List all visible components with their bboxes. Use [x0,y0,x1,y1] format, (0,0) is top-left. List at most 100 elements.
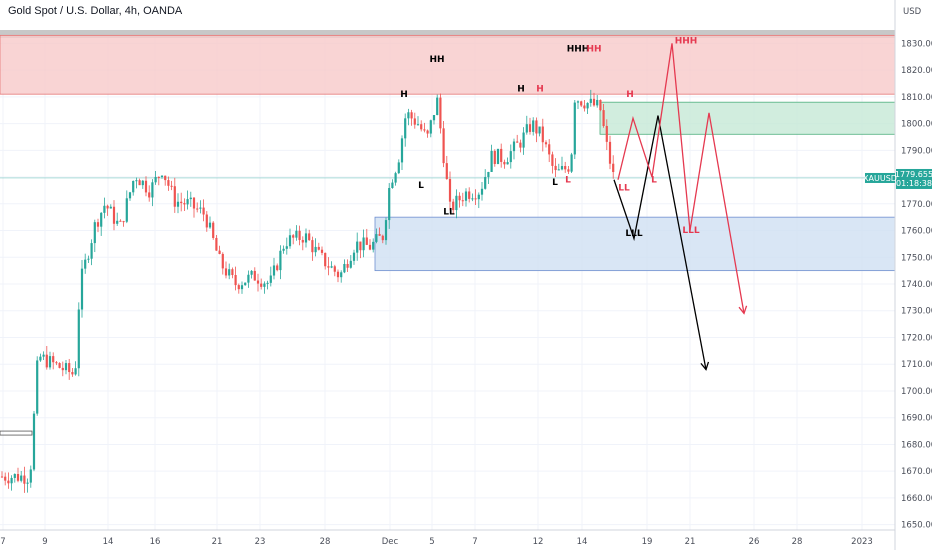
candle-body [503,161,506,165]
candle-body [228,269,231,276]
candle-body [164,175,167,181]
candle-body [487,171,490,178]
candle-body [480,188,484,195]
candle-body [285,246,288,249]
y-tick-label: 1660.000 [901,494,932,504]
candle-body [439,97,442,129]
swing-label: L [565,175,571,185]
candle-body [80,268,84,310]
candle-body [218,250,221,254]
candle-body [432,115,436,121]
time-axis[interactable]: 7 9 14 16 21 23 28 Dec 5 7 12 14 19 21 26 28 2023 [0,529,895,547]
swing-label: LLL [625,229,642,239]
candle-body [282,248,285,251]
candle-body [288,235,292,247]
y-tick-label: 1760.000 [901,227,932,237]
candle-body [23,475,26,484]
candle-body [154,176,157,183]
left-range-box [0,430,33,436]
swing-label: H [626,90,634,100]
candle-body [173,186,176,207]
candle-body [541,126,544,143]
swing-label: H [517,84,525,94]
currency-label: USD [903,7,922,17]
candle-body [509,151,512,163]
candle-body [599,99,602,111]
candle-body [442,128,445,164]
candle-body [362,237,365,251]
candle-body [32,413,36,470]
candle-body [135,180,138,182]
candle-body [84,259,87,269]
candle-body [314,246,317,253]
candle-body [461,200,464,202]
candle-body [458,195,461,201]
swing-label: HH [586,44,601,54]
price-axis[interactable]: 1650.000 1660.000 1670.000 1680.000 1690.000… [863,0,932,550]
candle-body [535,120,538,134]
candle-body [311,240,314,253]
candle-body [103,205,106,213]
price-badge [896,168,932,189]
candle-body [250,270,253,275]
candle-body [132,180,135,193]
chart-title: Gold Spot / U.S. Dollar, 4h, OANDA [8,5,183,17]
x-tick-label: 28 [320,537,331,547]
candle-body [356,241,359,253]
candle-body [240,285,244,290]
candle-body [272,265,276,276]
y-tick-label: 1800.000 [901,120,932,130]
candle-body [583,105,586,109]
swing-label: H [400,90,408,100]
candle-body [493,150,496,164]
black-projection [613,115,707,370]
candle-body [567,169,570,172]
candle-body [263,283,266,287]
candle-body [512,141,516,152]
candle-body [564,166,567,170]
x-tick-label: 5 [429,537,434,547]
candle-body [308,233,311,241]
candle-body [125,198,128,222]
candle-body [61,367,64,371]
candle-body [455,195,458,211]
x-tick-label: 9 [42,537,47,547]
swing-label: LL [618,183,630,193]
candle-body [39,356,42,361]
candle-body [490,150,493,172]
y-tick-label: 1700.000 [901,387,932,397]
candle-body [208,222,212,228]
candle-body [180,201,183,204]
candle-body [340,272,343,278]
red-projection-arrowhead [738,305,748,315]
candle-body [96,222,100,227]
candle-body [477,194,480,200]
candle-body [176,201,180,207]
candle-body [400,138,404,163]
x-tick-label: 19 [642,537,653,547]
candle-body [221,253,224,269]
candle-body [548,144,551,155]
candle-body [330,266,333,268]
candle-body [349,260,352,268]
candle-body [64,363,68,371]
candle-body [45,354,48,368]
candle-body [7,480,10,484]
candle-body [468,191,471,199]
zones [0,30,896,436]
candle-body [186,199,189,205]
candle-body [196,208,199,210]
y-tick-label: 1820.000 [901,66,932,76]
candle-body [269,275,272,283]
candle-body [260,283,263,287]
candle-body [464,191,468,201]
candle-body [116,220,119,224]
y-tick-label: 1680.000 [901,440,932,450]
projection-paths [613,43,748,371]
candle-body [532,120,535,132]
candle-body [346,263,349,268]
candle-body [525,124,528,133]
candle-body [484,177,487,189]
candle-body [119,220,122,222]
